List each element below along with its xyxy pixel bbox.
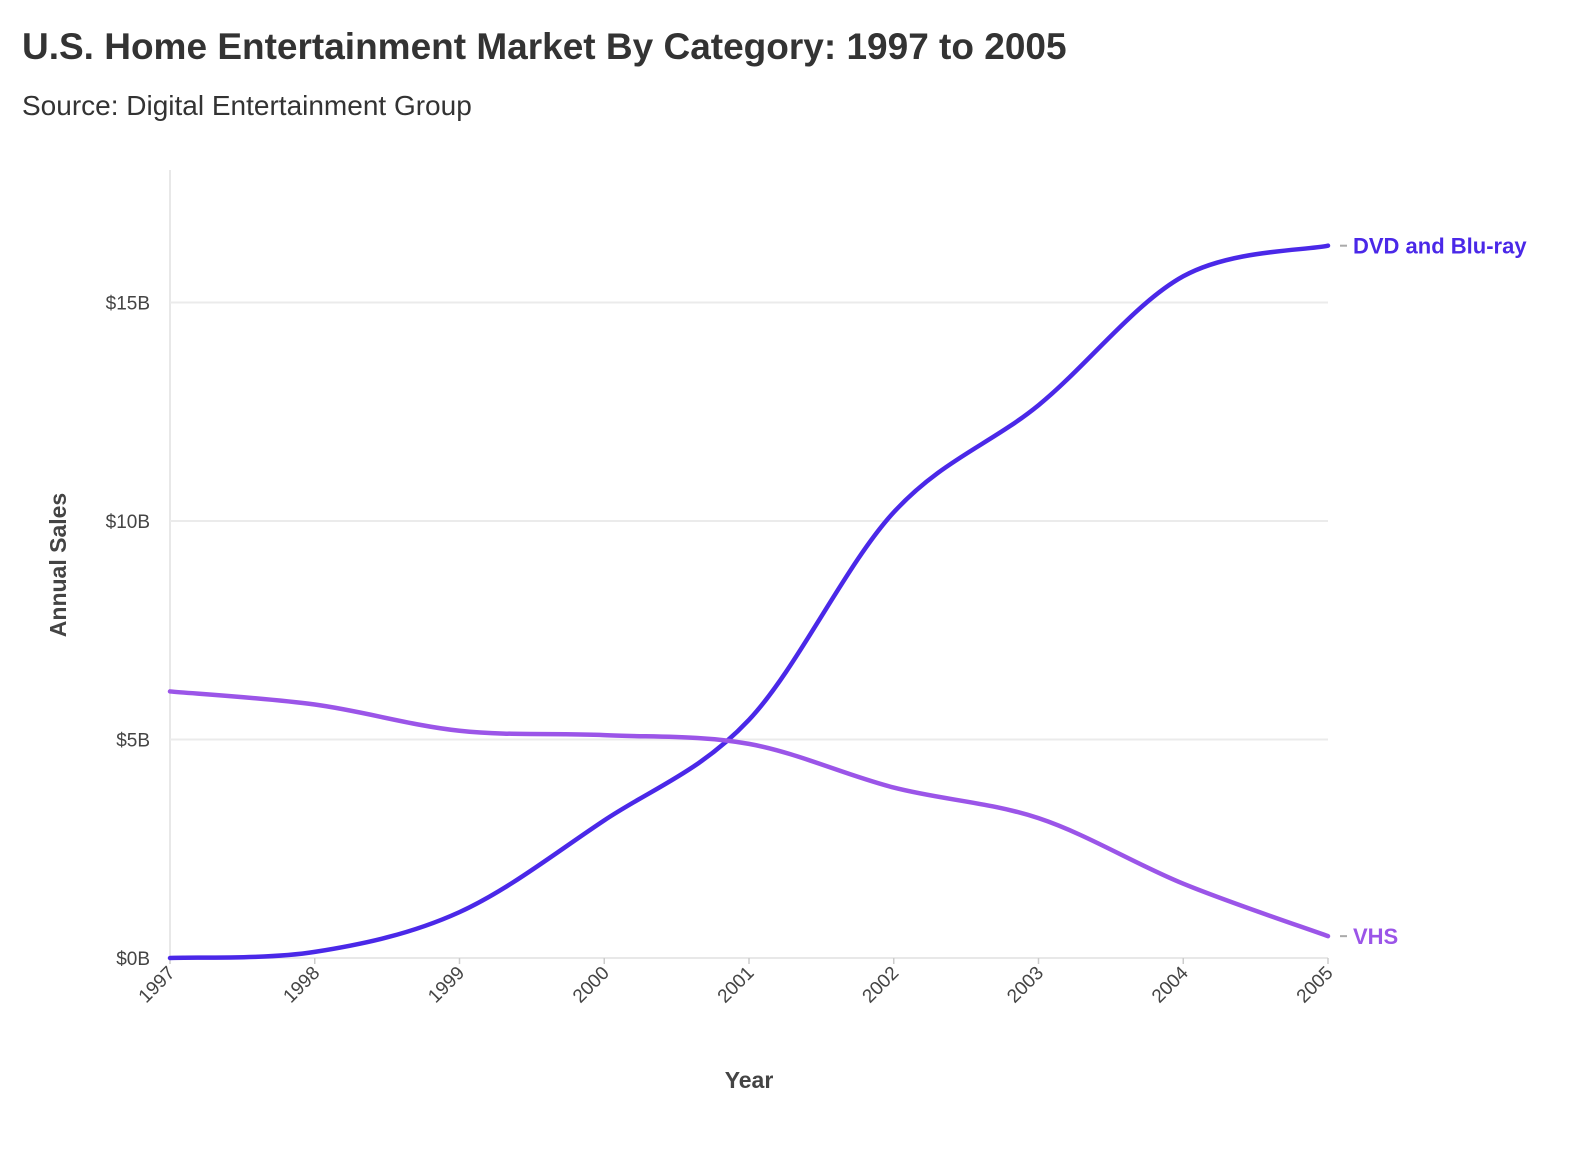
x-tick-label: 2004: [1148, 962, 1193, 1007]
x-tick-label: 2003: [1003, 963, 1048, 1008]
y-tick-label: $15B: [106, 294, 150, 315]
series-line-vhs: [167, 689, 1331, 939]
chart-subtitle: Source: Digital Entertainment Group: [22, 90, 472, 121]
y-tick-label: $5B: [116, 731, 150, 752]
x-tick-label: 2002: [859, 963, 904, 1008]
chart-title: U.S. Home Entertainment Market By Catego…: [22, 26, 1067, 67]
series-line-dvd-and-blu-ray: [167, 243, 1331, 961]
x-tick-label: 2005: [1293, 963, 1338, 1008]
y-axis-title: Annual Sales: [45, 493, 71, 637]
y-tick-label: $0B: [116, 949, 150, 970]
x-tick-label: 2000: [569, 963, 614, 1008]
series-label: DVD and Blu-ray: [1353, 234, 1527, 259]
y-tick-label: $10B: [106, 512, 150, 533]
x-axis-title: Year: [725, 1067, 774, 1093]
x-tick-label: 1999: [424, 963, 469, 1008]
series-label: VHS: [1353, 924, 1398, 949]
x-tick-label: 2001: [714, 963, 759, 1008]
x-tick-label: 1998: [280, 963, 325, 1008]
